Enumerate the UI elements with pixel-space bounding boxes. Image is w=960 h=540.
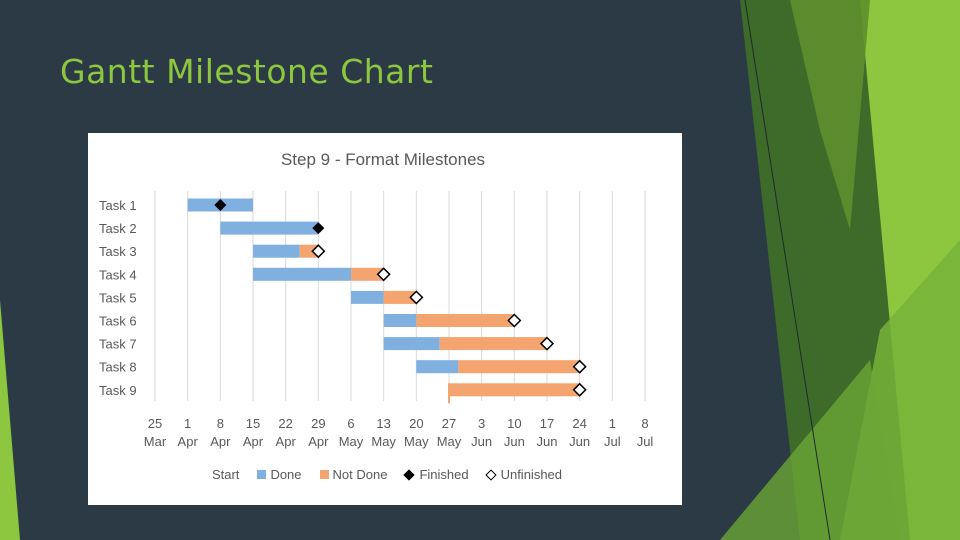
task-bars — [187, 198, 580, 404]
task-label: Task 8 — [99, 360, 137, 375]
task-label: Task 1 — [99, 198, 137, 213]
tick-label-month: Jul — [604, 434, 621, 449]
task-label: Task 5 — [99, 290, 137, 305]
milestone-finished — [312, 222, 325, 235]
task-labels: Task 1 Task 2 Task 3 Task 4 Task 5 Task 6 Task… — [99, 198, 137, 398]
milestones — [214, 199, 587, 397]
bar-done — [253, 267, 351, 281]
tick-label-month: Apr — [308, 434, 329, 449]
bar-done — [383, 337, 440, 351]
tick-label-day: 13 — [376, 416, 390, 431]
tick-label-month: Jun — [504, 434, 525, 449]
bar-done — [383, 314, 417, 327]
bar-not-done — [416, 314, 515, 327]
chart-title: Step 9 - Format Milestones — [281, 150, 485, 169]
tick-label-day: 17 — [540, 416, 554, 431]
milestone-unfinished — [539, 336, 555, 351]
x-axis-ticks: 25Mar1Apr8Apr15Apr22Apr29Apr6May13May20M… — [144, 416, 654, 449]
bar-not-done — [449, 383, 580, 397]
milestone-unfinished — [311, 244, 326, 259]
legend-label-start: Start — [211, 467, 240, 482]
legend-label-not-done: Not Done — [332, 467, 388, 482]
legend-label-finished: Finished — [419, 467, 469, 482]
tick-label-day: 8 — [217, 416, 224, 431]
bar-done — [220, 221, 319, 235]
bar-done — [253, 244, 300, 258]
tick-label-day: 1 — [184, 416, 191, 431]
legend-swatch-not-done — [319, 470, 329, 479]
tick-label-month: May — [437, 434, 462, 449]
tick-label-day: 1 — [609, 416, 616, 431]
tick-label-month: Apr — [276, 434, 297, 449]
tick-label-month: Apr — [178, 434, 199, 449]
milestone-finished — [214, 199, 227, 211]
legend-item-finished: Finished — [403, 467, 469, 482]
slide-title: Gantt Milestone Chart — [60, 52, 434, 91]
tick-label-day: 25 — [148, 416, 162, 431]
tick-label-month: Jun — [471, 434, 492, 449]
tick-label-month: Apr — [243, 434, 264, 449]
legend-item-start: Start — [208, 467, 239, 482]
bar-not-done — [383, 290, 417, 304]
tick-label-month: Jun — [537, 434, 558, 449]
finished-diamond-icon — [403, 468, 416, 481]
tick-label-month: Apr — [210, 434, 231, 449]
tick-label-month: Mar — [144, 434, 167, 449]
tick-label-day: 6 — [347, 416, 354, 431]
tick-label-day: 27 — [442, 416, 456, 431]
tick-label-day: 22 — [278, 416, 292, 431]
milestone-unfinished — [376, 267, 391, 282]
legend-label-done: Done — [270, 467, 302, 482]
tick-label-day: 8 — [641, 416, 648, 431]
tick-label-day: 3 — [478, 416, 485, 431]
unfinished-diamond-icon — [484, 468, 497, 481]
milestone-unfinished — [507, 313, 522, 328]
legend-item-not-done: Not Done — [319, 467, 388, 482]
legend-label-unfinished: Unfinished — [500, 467, 563, 482]
milestone-unfinished — [409, 290, 424, 305]
legend-item-done: Done — [257, 467, 302, 482]
milestone-unfinished — [572, 382, 587, 397]
bar-not-done — [439, 337, 547, 351]
tick-label-day: 24 — [572, 416, 586, 431]
bar-not-done — [299, 244, 319, 258]
bar-done — [351, 290, 384, 304]
tick-label-month: May — [404, 434, 429, 449]
task-label: Task 2 — [99, 221, 137, 236]
bar-not-done — [458, 360, 580, 374]
tick-label-day: 15 — [246, 416, 260, 431]
tick-label-month: Jun — [569, 434, 590, 449]
task-label: Task 7 — [99, 337, 137, 352]
legend-swatch-done — [257, 470, 267, 479]
tick-label-day: 29 — [311, 416, 325, 431]
bar-done — [416, 360, 459, 374]
legend-item-unfinished: Unfinished — [484, 467, 563, 482]
tick-label-month: Jul — [637, 434, 654, 449]
task-label: Task 6 — [99, 314, 137, 329]
task-label: Task 3 — [99, 244, 137, 259]
milestone-unfinished — [572, 359, 587, 374]
tick-label-day: 10 — [507, 416, 521, 431]
task-label: Task 9 — [99, 383, 137, 398]
tick-label-day: 20 — [409, 416, 423, 431]
tick-label-month: May — [371, 434, 396, 449]
tick-label-month: May — [339, 434, 364, 449]
task-label: Task 4 — [99, 267, 137, 282]
chart-legend: Start Done Not Done Finished Unfinished — [88, 467, 682, 482]
bar-not-done — [351, 267, 384, 281]
